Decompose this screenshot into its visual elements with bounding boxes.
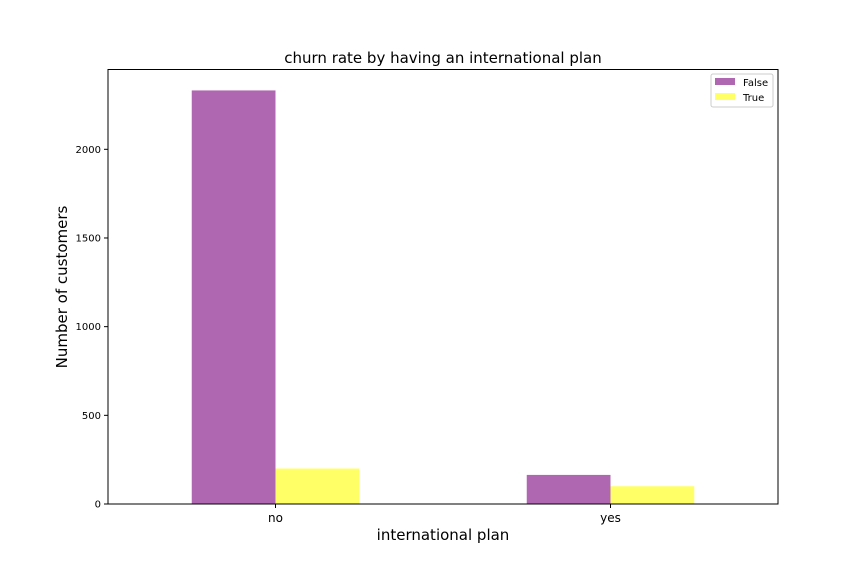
bar-true-yes [610, 486, 695, 504]
y-tick-label: 1000 [76, 322, 101, 333]
legend-label-false: False [743, 78, 768, 89]
y-tick-label: 0 [95, 500, 101, 511]
legend: False True [710, 73, 774, 108]
bar-false-yes [526, 474, 611, 504]
chart-title: churn rate by having an international pl… [284, 49, 601, 67]
y-axis-ticks: 0 500 1000 1500 2000 [76, 145, 108, 511]
x-axis-label: international plan [377, 526, 510, 544]
x-tick-label-no: no [268, 511, 283, 525]
y-tick-label: 2000 [76, 145, 101, 156]
bar-true-no [275, 468, 360, 504]
x-axis-ticks: no yes [268, 504, 621, 525]
y-tick-label: 500 [82, 411, 101, 422]
bar-false-no [191, 90, 276, 504]
y-tick-label: 1500 [76, 233, 101, 244]
plot-area: 0 500 1000 1500 2000 no yes [76, 69, 779, 525]
legend-label-true: True [742, 93, 764, 104]
x-tick-label-yes: yes [600, 511, 621, 525]
bars-layer [191, 90, 695, 504]
y-axis-label: Number of customers [53, 205, 71, 368]
legend-swatch-false [715, 78, 735, 85]
legend-swatch-true [715, 93, 735, 100]
axes-frame [107, 69, 779, 505]
